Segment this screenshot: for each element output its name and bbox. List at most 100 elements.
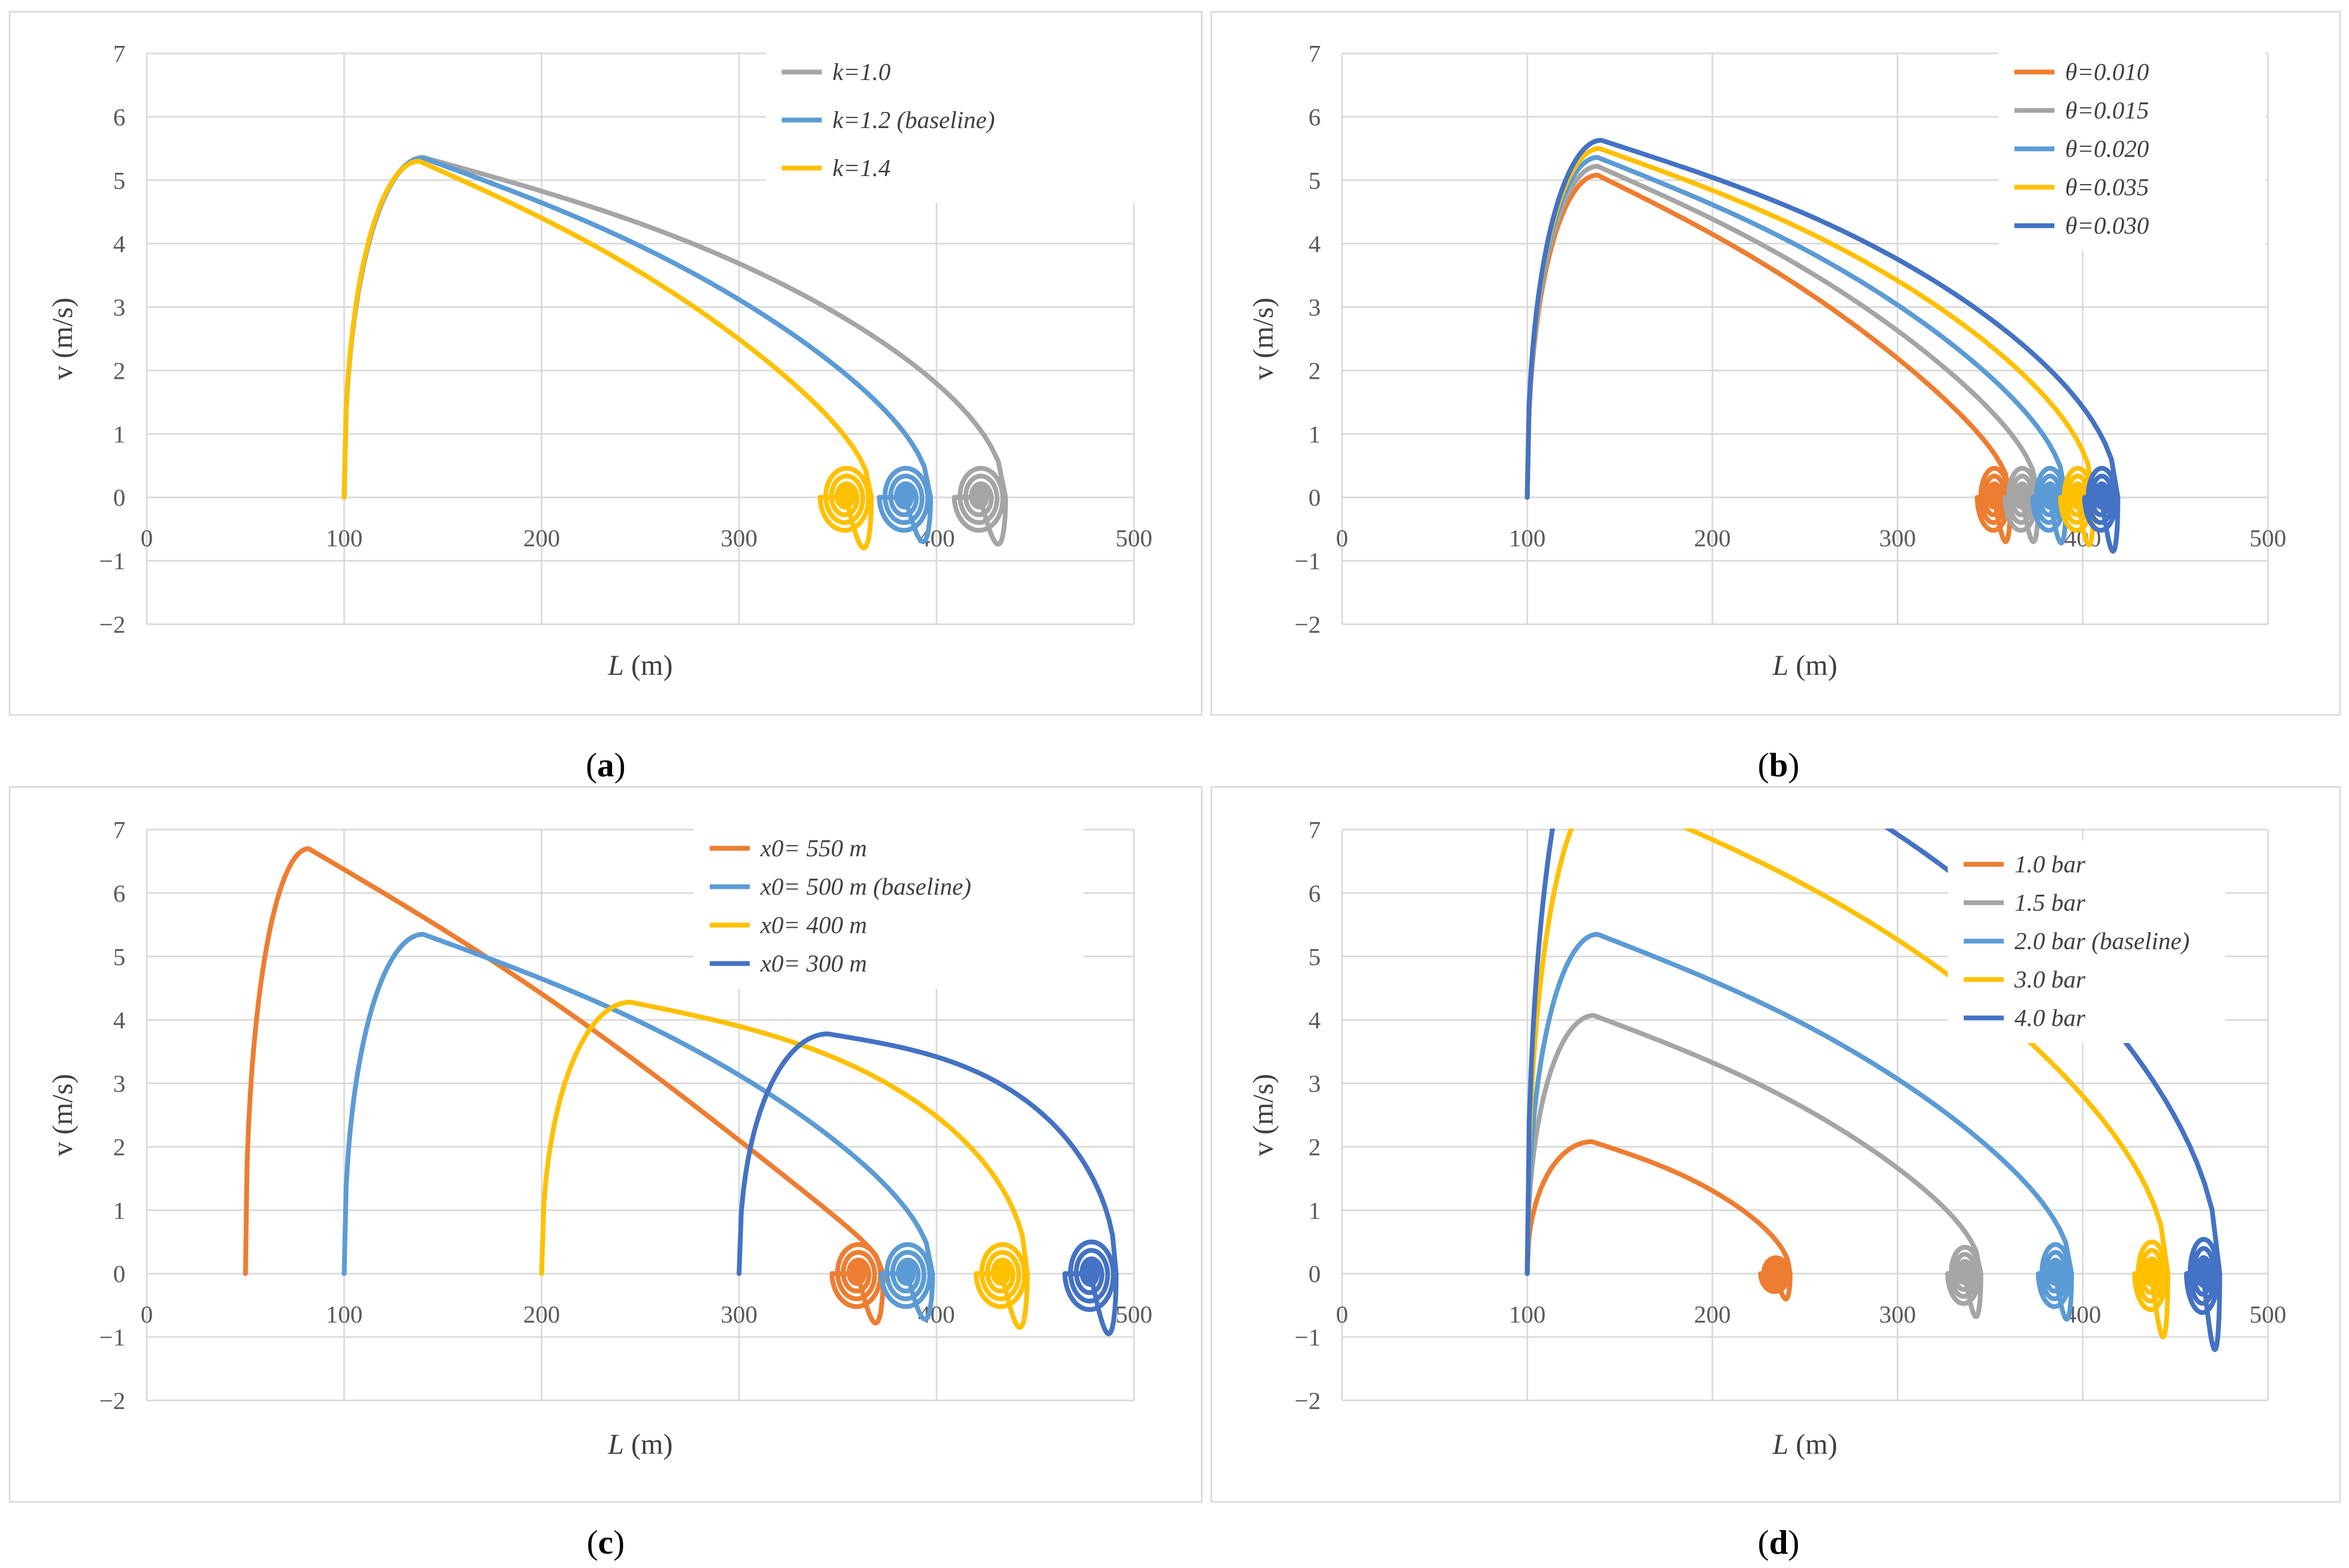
x-tick-label: 0 [141, 1301, 153, 1328]
caption-close: ) [1788, 1523, 1799, 1561]
x-axis-variable: L [607, 649, 624, 681]
series-spiral-center-1 [971, 485, 989, 510]
legend-background [766, 48, 1161, 203]
y-tick-label: 7 [113, 816, 125, 843]
caption-open: ( [586, 746, 597, 784]
x-tick-label: 500 [1116, 1301, 1153, 1328]
x-tick-label: 100 [326, 1301, 363, 1328]
series-group [243, 846, 1119, 1336]
caption-letter: d [1769, 1523, 1788, 1561]
y-tick-label: 1 [113, 420, 125, 448]
y-tick-label: 5 [1308, 943, 1321, 970]
panel-caption: (d) [1758, 1523, 1799, 1561]
legend: k=1.0 k=1.2 (baseline) k=1.4 [766, 48, 1161, 203]
y-tick-label: −1 [1295, 1324, 1321, 1351]
x-axis-title: L (m) [607, 649, 673, 681]
legend-entry: k=1.2 (baseline) [832, 106, 995, 133]
series-group [1525, 138, 2121, 554]
caption-close: ) [613, 1523, 624, 1561]
y-tick-label: 1 [1308, 1197, 1321, 1224]
series-spiral-center-1 [1988, 485, 2000, 510]
series-line-4 [736, 1031, 1119, 1336]
x-tick-label: 0 [1336, 1301, 1348, 1328]
x-tick-label: 200 [523, 524, 560, 552]
legend: θ=0.010 θ=0.015 θ=0.020 θ=0.035 θ=0.030 [1998, 48, 2265, 251]
x-tick-label: 400 [918, 1301, 955, 1328]
x-tick-label: 0 [141, 524, 153, 552]
y-tick-label: −2 [1295, 1387, 1321, 1414]
series-spiral-center-2 [1958, 1262, 1970, 1285]
y-tick-label: 4 [1308, 230, 1321, 258]
caption-open: ( [586, 1523, 598, 1561]
x-axis-title: L (m) [1772, 649, 1838, 681]
x-axis-unit: (m) [624, 649, 672, 681]
y-tick-label: 7 [1308, 40, 1321, 67]
x-tick-label: 100 [1509, 1301, 1546, 1328]
y-tick-label: −1 [1295, 547, 1321, 575]
x-axis-title: L (m) [607, 1428, 673, 1460]
x-axis-unit: (m) [624, 1428, 672, 1460]
y-axis-title: v (m/s) [1247, 298, 1279, 380]
series-line-3 [342, 158, 874, 551]
legend-entry: 4.0 bar [2014, 1004, 2086, 1031]
y-tick-label: 5 [113, 167, 125, 194]
series-spiral-center-4 [2071, 485, 2083, 510]
legend-entry: x0= 550 m [760, 834, 867, 862]
series-spiral-center-4 [1081, 1260, 1100, 1287]
panel-caption: (a) [586, 746, 626, 784]
y-tick-label: −2 [99, 1387, 125, 1414]
x-axis-unit: (m) [1789, 1428, 1837, 1460]
y-tick-label: 0 [1308, 1260, 1321, 1287]
caption-close: ) [1788, 746, 1799, 784]
x-tick-label: 300 [721, 524, 758, 552]
y-axis-title: v (m/s) [46, 1074, 78, 1157]
series-line-2 [1525, 1013, 1983, 1319]
x-tick-label: 200 [1694, 524, 1731, 552]
legend: x0= 550 m x0= 500 m (baseline) x0= 400 m x0… [694, 824, 1083, 989]
x-tick-label: 500 [2250, 1301, 2287, 1328]
y-tick-label: −1 [99, 1324, 125, 1351]
series-spiral-center-3 [836, 485, 855, 510]
series-line-1 [1525, 1139, 1793, 1302]
series-line-1 [243, 846, 886, 1326]
legend-entry: k=1.0 [832, 58, 891, 85]
x-tick-label: 400 [918, 524, 955, 552]
legend-entry: 3.0 bar [2014, 966, 2086, 993]
gridlines [146, 52, 1135, 625]
y-tick-label: 6 [113, 880, 125, 907]
series-line-5 [1525, 138, 2121, 554]
y-tick-label: 6 [1308, 880, 1321, 907]
x-tick-label: 200 [523, 1301, 560, 1328]
series-line-2 [342, 932, 935, 1322]
x-axis-unit: (m) [1789, 649, 1837, 681]
series-spiral-center-3 [2049, 1261, 2061, 1286]
x-axis-variable: L [1772, 649, 1789, 681]
x-tick-label: 100 [1509, 524, 1546, 552]
series-line-4 [1525, 146, 2097, 547]
y-tick-label: 6 [113, 104, 125, 131]
y-tick-label: 7 [1308, 816, 1321, 843]
legend-entry: θ=0.030 [2065, 212, 2149, 239]
x-tick-label: 100 [326, 524, 363, 552]
series-spiral-center-1 [1770, 1267, 1781, 1280]
series-line-5 [1525, 829, 2223, 1352]
x-tick-label: 500 [2250, 524, 2287, 552]
y-tick-label: 4 [113, 1007, 125, 1034]
y-tick-label: 5 [113, 943, 125, 970]
series-spiral-center-5 [2095, 485, 2107, 510]
y-tick-label: 1 [113, 1197, 125, 1224]
x-tick-label: 0 [1336, 524, 1348, 552]
y-tick-label: 2 [1308, 1133, 1321, 1160]
legend-entry: 1.0 bar [2014, 850, 2086, 878]
x-tick-label: 300 [721, 1301, 758, 1328]
y-tick-label: 2 [113, 1133, 125, 1160]
y-tick-label: 0 [113, 1260, 125, 1287]
y-tick-label: 4 [1308, 1007, 1321, 1034]
legend-entry: 1.5 bar [2014, 889, 2086, 916]
series-line-1 [342, 155, 1008, 547]
series-group [342, 155, 1008, 551]
series-line-3 [1525, 155, 2069, 546]
